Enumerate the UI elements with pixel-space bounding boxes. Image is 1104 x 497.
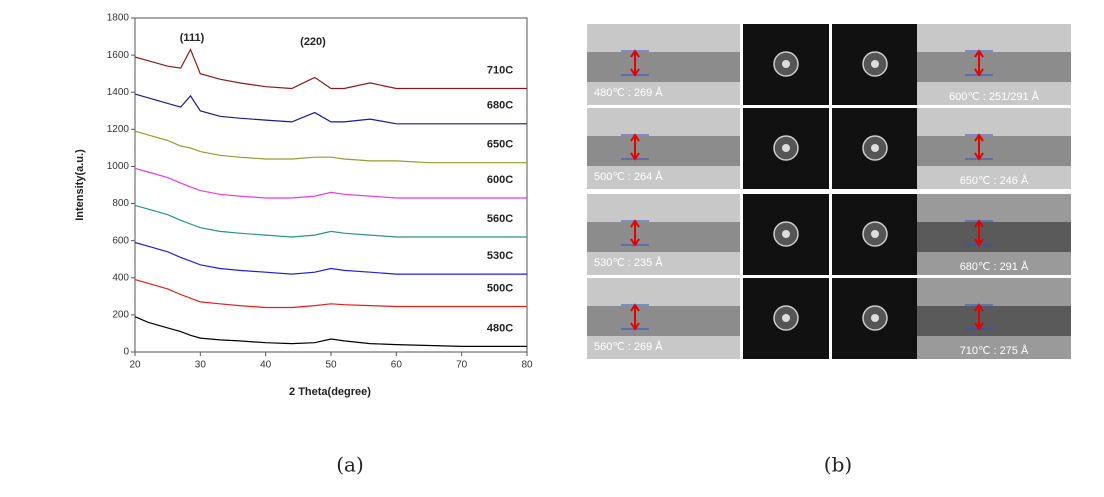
series-label: 530C: [487, 250, 513, 262]
center: [871, 314, 879, 322]
series-label: 710C: [487, 64, 513, 76]
series-line: [134, 241, 527, 275]
caption: (a): [336, 453, 364, 477]
arrow-head: [974, 303, 984, 331]
y-tick-label: 0: [123, 347, 129, 358]
y-tick-label: 1600: [107, 50, 130, 61]
x-tick-label: 30: [195, 360, 207, 371]
caption: (b): [824, 453, 852, 477]
y-tick-label: 1000: [107, 161, 130, 172]
image-label: 530℃ : 235 Å: [594, 256, 663, 269]
series-label: 500C: [487, 282, 513, 294]
center: [782, 60, 790, 68]
image-label: 480℃ : 269 Å: [594, 86, 663, 99]
image-label: 650℃ : 246 Å: [960, 174, 1029, 187]
series-label: 560C: [487, 213, 513, 225]
peak-annotation: (111): [180, 32, 205, 44]
x-tick-label: 40: [260, 360, 272, 371]
image-film: [587, 306, 740, 336]
image-film: [917, 136, 1071, 166]
image-film: [587, 222, 740, 252]
series-line: [134, 167, 527, 199]
series-line: [134, 130, 527, 164]
center: [871, 60, 879, 68]
y-tick-label: 1800: [107, 13, 130, 24]
series-label: 650C: [487, 139, 513, 151]
series-label: 480C: [487, 322, 513, 334]
tem-images: 480℃ : 269 Å 600℃ : 251/291 Å 500℃ : 264 Å…: [587, 24, 1071, 359]
plot-frame: [134, 17, 528, 353]
y-tick-label: 600: [112, 235, 129, 246]
image-film: [587, 52, 740, 82]
y-tick-label: 1200: [107, 124, 130, 135]
x-tick-label: 50: [325, 360, 337, 371]
y-tick-label: 800: [112, 198, 129, 209]
center: [782, 314, 790, 322]
arrow-head: [630, 219, 640, 247]
series-line: [134, 316, 527, 347]
series-line: [134, 204, 527, 238]
image-film: [917, 52, 1071, 82]
x-tick-label: 80: [521, 360, 533, 371]
image-film: [917, 306, 1071, 336]
arrow-head: [974, 49, 984, 77]
y-axis-label: Intensity(a.u.): [74, 149, 86, 221]
center: [782, 144, 790, 152]
image-label: 710℃ : 275 Å: [960, 344, 1029, 357]
series-line: [134, 93, 527, 125]
x-tick-label: 70: [456, 360, 468, 371]
arrow-head: [974, 219, 984, 247]
center: [871, 144, 879, 152]
y-tick-label: 400: [112, 272, 129, 283]
image-label: 560℃ : 269 Å: [594, 340, 663, 353]
arrow-head: [630, 49, 640, 77]
series-label: 680C: [487, 100, 513, 112]
x-tick-label: 60: [391, 360, 403, 371]
x-tick-label: 20: [129, 360, 141, 371]
series-label: 600C: [487, 174, 513, 186]
series-line: [134, 279, 527, 309]
center: [871, 230, 879, 238]
arrow-head: [630, 133, 640, 161]
peak-annotation: (220): [300, 36, 326, 48]
center: [782, 230, 790, 238]
image-label: 500℃ : 264 Å: [594, 170, 663, 183]
y-tick-label: 1400: [107, 87, 130, 98]
x-axis-label: 2 Theta(degree): [289, 386, 371, 398]
image-film: [587, 136, 740, 166]
arrow-head: [630, 303, 640, 331]
y-tick-label: 200: [112, 310, 129, 321]
series-line: [134, 48, 527, 90]
image-label: 680℃ : 291 Å: [960, 260, 1029, 273]
image-label: 600℃ : 251/291 Å: [949, 90, 1040, 103]
image-film: [917, 222, 1071, 252]
arrow-head: [974, 133, 984, 161]
